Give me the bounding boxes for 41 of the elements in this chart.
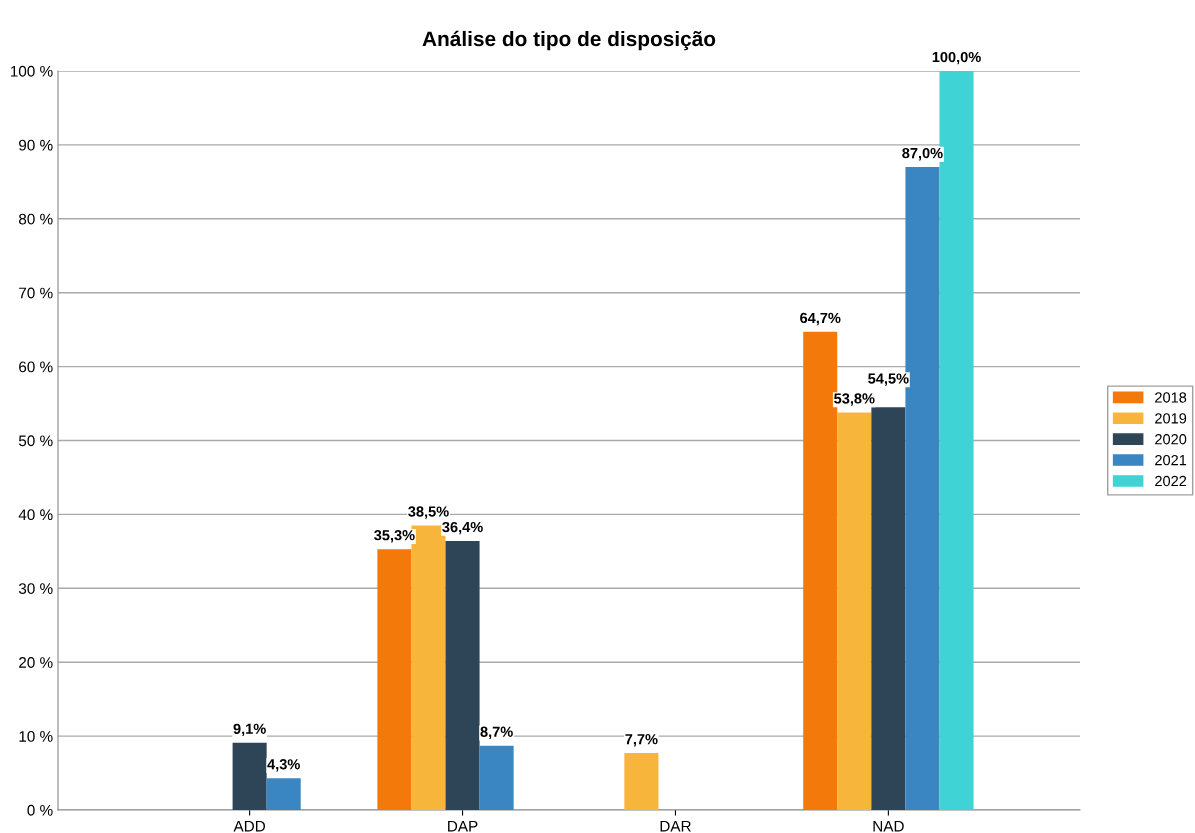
bar: [871, 407, 906, 810]
x-tick-label: ADD: [233, 820, 266, 832]
y-tick-label: 40 %: [18, 509, 53, 521]
x-tick-label: DAP: [448, 820, 478, 832]
data-label: 9,1%: [233, 723, 266, 737]
bar: [266, 778, 301, 810]
data-label: 38,5%: [408, 506, 449, 519]
y-tick-label: 10 %: [19, 730, 53, 742]
data-label: 54,5%: [868, 373, 909, 386]
y-tick-label: 100 %: [10, 65, 53, 77]
bar: [837, 412, 872, 810]
y-tick-label: 90 %: [19, 139, 53, 151]
bar: [377, 549, 412, 810]
chart-title: Análise do tipo de disposição: [422, 30, 716, 51]
bar: [624, 753, 659, 810]
data-label: 64,7%: [800, 312, 841, 326]
legend-label: 2019: [1155, 413, 1187, 424]
data-label: 36,4%: [442, 521, 483, 535]
data-label: 100,0%: [932, 51, 981, 65]
data-label: 4,3%: [267, 759, 300, 772]
y-tick-label: 60 %: [19, 361, 53, 373]
bar: [479, 745, 514, 810]
legend-label: 2018: [1155, 392, 1187, 403]
data-label: 53,8%: [834, 393, 875, 406]
y-tick-label: 80 %: [18, 213, 53, 225]
y-tick-label: 30 %: [18, 583, 53, 594]
bar: [445, 541, 480, 810]
data-label: 8,7%: [480, 726, 513, 740]
y-tick-label: 20 %: [19, 657, 53, 668]
y-tick-label: 0 %: [27, 804, 53, 816]
y-tick-label: 50 %: [18, 435, 53, 447]
data-label: 35,3%: [374, 530, 415, 543]
y-tick-label: 70 %: [19, 287, 53, 299]
legend-label: 2021: [1155, 454, 1187, 466]
data-label: 7,7%: [625, 734, 658, 747]
x-tick-label: NAD: [873, 820, 904, 832]
legend-label: 2020: [1155, 434, 1187, 445]
legend-label: 2022: [1155, 475, 1187, 487]
data-label: 87,0%: [902, 147, 943, 161]
bar: [232, 742, 267, 810]
x-tick-label: DAR: [660, 820, 691, 832]
